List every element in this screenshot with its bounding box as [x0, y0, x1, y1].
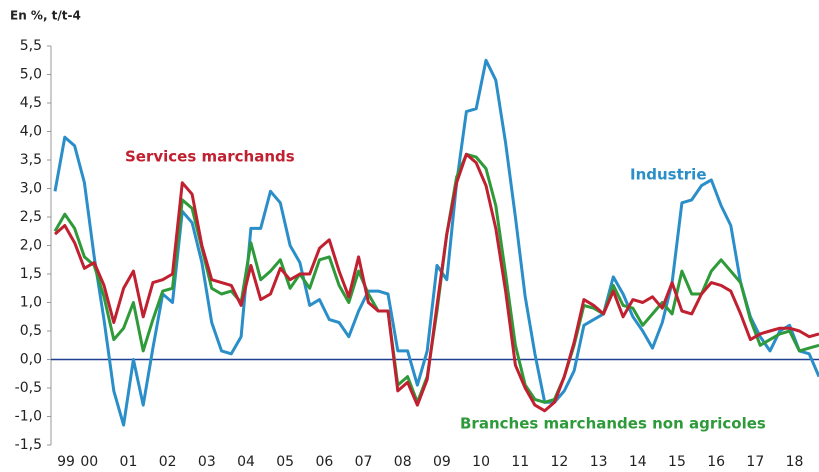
x-tick-label: 05 [276, 454, 294, 470]
x-tick-label: 02 [159, 454, 177, 470]
y-axis-label: En %, t/t-4 [10, 9, 81, 23]
series-label: Services marchands [125, 148, 295, 166]
y-tick-label: 4,0 [20, 124, 42, 140]
y-tick-label: 1,0 [20, 295, 42, 311]
x-tick-label: 07 [355, 454, 373, 470]
y-tick-label: 5,5 [20, 38, 42, 54]
x-tick-label: 03 [198, 454, 216, 470]
x-tick-label: 04 [237, 454, 255, 470]
x-tick-label: 15 [668, 454, 686, 470]
y-tick-label: 0,0 [20, 352, 42, 368]
y-tick-label: 3,5 [20, 152, 42, 168]
x-tick-label: 00 [80, 454, 98, 470]
x-tick-label: 09 [433, 454, 451, 470]
series-line [54, 152, 819, 413]
y-tick-label: 3,0 [20, 181, 42, 197]
y-tick-label: 1,5 [20, 266, 42, 282]
series-line [53, 58, 819, 427]
x-tick-label: 17 [746, 454, 764, 470]
x-tick-label: 08 [394, 454, 412, 470]
x-tick-label: 06 [315, 454, 333, 470]
y-tick-label: -1,5 [15, 437, 42, 453]
series-label: Industrie [630, 166, 707, 184]
y-tick-label: -0,5 [15, 380, 42, 396]
x-tick-label: 10 [472, 454, 490, 470]
x-tick-label: 12 [551, 454, 569, 470]
x-tick-label: 14 [629, 454, 647, 470]
y-tick-label: 2,5 [20, 209, 42, 225]
y-tick-label: 2,0 [20, 238, 42, 254]
x-tick-label: 01 [120, 454, 138, 470]
x-tick-label: 13 [590, 454, 608, 470]
x-tick-label: 16 [707, 454, 725, 470]
x-tick-label: 11 [511, 454, 529, 470]
y-tick-label: 5,0 [20, 67, 42, 83]
series-label: Branches marchandes non agricoles [460, 415, 766, 433]
y-tick-label: -1,0 [15, 409, 42, 425]
x-tick-label: 18 [786, 454, 804, 470]
y-tick-label: 4,5 [20, 95, 42, 111]
y-tick-label: 0,5 [20, 323, 42, 339]
x-tick-label: 99 [57, 454, 75, 470]
